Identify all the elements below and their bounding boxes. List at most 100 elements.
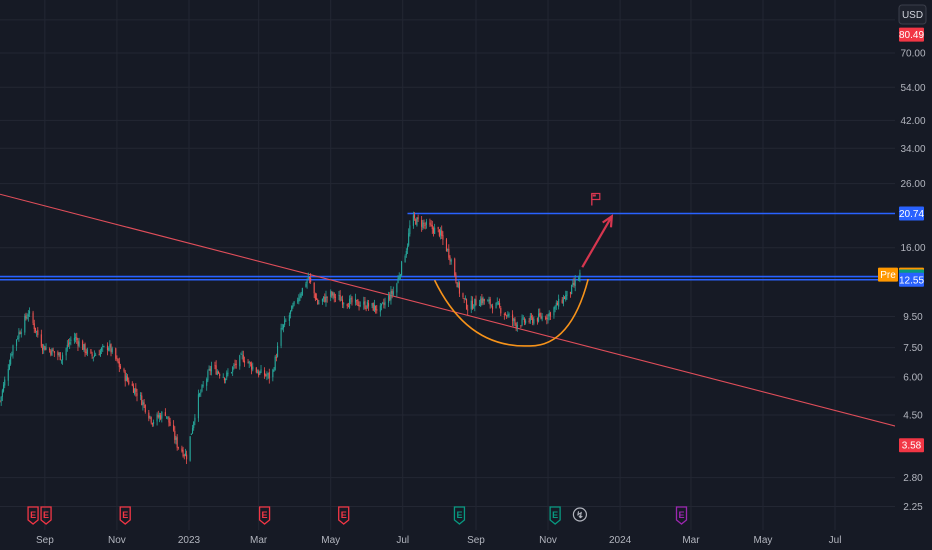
earnings-marker[interactable]: E (675, 506, 688, 525)
candle (480, 296, 482, 308)
candle (305, 281, 307, 288)
earnings-marker[interactable]: E (27, 506, 39, 525)
candle-body (160, 415, 162, 420)
candle-body (0, 396, 2, 402)
candle-body (516, 324, 518, 328)
earnings-marker[interactable]: E (258, 506, 271, 525)
candle (167, 416, 169, 420)
candle (90, 348, 92, 355)
candle (82, 339, 84, 350)
y-tick-label: 16.00 (900, 243, 925, 254)
candle (190, 433, 192, 436)
candle (149, 415, 151, 420)
earnings-marker-shape (40, 506, 52, 525)
earnings-marker[interactable]: E (119, 506, 131, 525)
split-marker[interactable]: ↯ (572, 507, 588, 522)
candle-body (404, 256, 406, 263)
candle-body (520, 325, 522, 327)
candle-body (417, 217, 419, 220)
candle (2, 382, 5, 393)
candle (32, 310, 34, 325)
candle (324, 293, 326, 303)
candle (202, 380, 204, 388)
candle-body (564, 297, 566, 300)
candle-body (251, 363, 253, 370)
candle-body (111, 348, 113, 353)
candle (317, 298, 319, 305)
candle-body (310, 277, 312, 283)
candle-body (70, 339, 72, 341)
candle (549, 311, 551, 321)
candle-body (26, 317, 28, 319)
candle-body (200, 392, 202, 394)
candle (546, 314, 548, 325)
candle-body (223, 377, 225, 381)
candle (478, 299, 481, 307)
candle (143, 399, 145, 408)
candle-body (106, 345, 109, 351)
earnings-marker[interactable]: E (549, 506, 561, 525)
price-badge-prefix: Pre (878, 267, 898, 282)
earnings-marker[interactable]: E (453, 506, 466, 525)
candle-body (323, 296, 325, 299)
candle (359, 301, 361, 308)
badge-bg (878, 267, 898, 282)
candle (215, 360, 217, 375)
x-tick-label: Mar (682, 535, 700, 546)
candle (175, 435, 177, 445)
candle-body (67, 343, 70, 345)
candle (408, 228, 410, 247)
earnings-marker[interactable]: E (338, 506, 350, 525)
candle (376, 305, 378, 314)
x-tick-label: Jul (396, 535, 409, 546)
x-tick-label: May (321, 535, 340, 546)
candle-body (334, 296, 336, 298)
candle-body (297, 300, 299, 302)
candle-body (346, 304, 348, 307)
earnings-marker[interactable]: E (40, 506, 52, 525)
candle (49, 347, 51, 353)
x-tick-label: Nov (108, 535, 126, 546)
candle (458, 281, 460, 298)
candle-body (78, 341, 80, 347)
candle (574, 275, 576, 292)
candle (267, 372, 269, 379)
x-tick-label: Sep (36, 535, 54, 546)
candle-body (249, 362, 251, 364)
candle-body (458, 282, 460, 294)
candle (19, 330, 21, 335)
candle-body (401, 261, 403, 276)
candle-body (264, 370, 266, 376)
candle-body (65, 348, 67, 356)
candle (506, 314, 508, 319)
candle (541, 313, 543, 322)
candle (66, 340, 68, 352)
candle-body (240, 353, 242, 355)
candle-body (277, 345, 279, 357)
candle (60, 359, 62, 364)
candle (34, 327, 36, 334)
x-tick-label: 2023 (178, 535, 201, 546)
candle-body (467, 309, 469, 311)
candle-body (140, 395, 142, 396)
currency-button[interactable]: USD (898, 4, 927, 25)
candle-body (565, 294, 567, 300)
candle (144, 404, 146, 414)
candle (532, 314, 534, 326)
event-markers[interactable]: E E E E E E E ↯ E (27, 506, 688, 525)
candle-body (34, 327, 36, 332)
candle-body (90, 349, 92, 354)
candle-body (390, 290, 392, 301)
candle-body (507, 314, 509, 317)
candle (401, 260, 403, 277)
candle (540, 312, 542, 320)
candle-body (515, 323, 517, 328)
candle-body (194, 417, 196, 422)
candle (495, 302, 497, 309)
candle-body (300, 293, 302, 297)
candle-body (141, 395, 143, 406)
candle (176, 434, 178, 451)
candle (91, 351, 93, 359)
